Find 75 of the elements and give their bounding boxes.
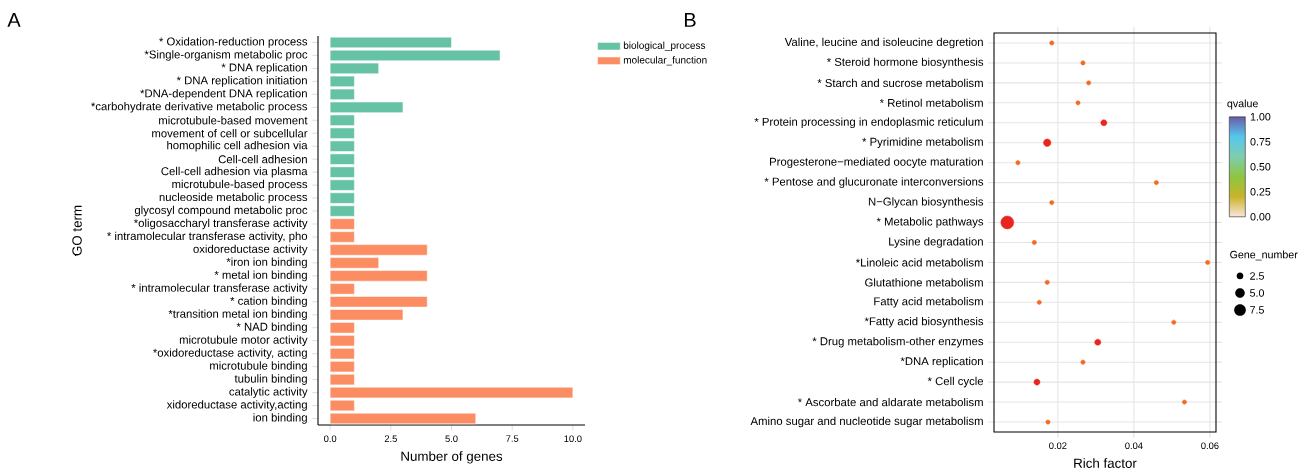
y-tick-label: *oligosaccharyl transferase activity: [133, 218, 308, 230]
y-tick-label: * NAD binding: [236, 322, 307, 334]
x-tick-label: 0.06: [1201, 442, 1219, 449]
text: B: [684, 13, 696, 27]
y-tick-label: nucleoside metabolic process: [159, 192, 308, 204]
y-tick-label: tubulin binding: [234, 374, 307, 385]
y-tick-label: Amino sugar and nucleotide sugar metabolism: [750, 416, 983, 428]
legend-title: Gene_number: [1230, 250, 1298, 261]
y-tick-label: * Ascorbate and aldarate metabolism: [797, 397, 983, 407]
y-tick-label: Progesterone−mediated oocyte maturation: [770, 157, 983, 168]
y-tick-label: * intramolecular transferase activity: [131, 283, 308, 295]
y-tick-label: *iron ion binding: [226, 257, 307, 269]
y-tick-label: Glutathione metabolism: [865, 278, 983, 287]
y-tick-label: oxidoreductase activity: [193, 244, 308, 256]
x-axis-title: Number of genes: [401, 451, 503, 464]
color-bar-label: 0.25: [1250, 188, 1271, 196]
y-tick-label: microtubule-based process: [172, 179, 308, 191]
y-tick-label: *Fatty acid biosynthesis: [864, 316, 984, 328]
y-tick-label: movement of cell or subcellular: [152, 129, 308, 138]
y-tick-label: Lysine degradation: [889, 237, 983, 248]
color-bar-label: 0.50: [1250, 163, 1271, 171]
y-tick-label: * Retinol metabolism: [879, 98, 983, 107]
x-tick-label: 0.02: [1049, 442, 1067, 449]
y-tick-label: microtubule-based movement: [159, 116, 308, 125]
y-tick-label: *Linoleic acid metabolism: [855, 258, 983, 267]
x-tick-label: 0.0: [324, 435, 337, 442]
y-tick-label: Valine, leucine and isoleucine degretion: [784, 37, 983, 49]
y-tick-label: * Oxidation-reduction process: [159, 37, 308, 48]
y-tick-label: * Pentose and glucuronate interconversions: [764, 177, 984, 188]
y-tick-label: homophilic cell adhesion via: [167, 140, 308, 152]
y-tick-label: *DNA-dependent DNA replication: [140, 89, 307, 100]
y-tick-label: *DNA replication: [900, 356, 983, 368]
x-tick-label: 10.0: [564, 435, 582, 442]
y-tick-label: *carbohydrate derivative metabolic process: [91, 102, 308, 113]
x-axis-title: Rich factor: [1074, 458, 1137, 468]
legend-label: 2.5: [1250, 272, 1264, 280]
legend-label: 5.0: [1250, 289, 1265, 297]
y-tick-label: * Steroid hormone biosynthesis: [826, 57, 984, 69]
x-tick-label: 0.04: [1125, 442, 1143, 449]
y-tick-label: ion binding: [253, 413, 307, 424]
y-tick-label: xidoreductase activity,acting: [166, 400, 307, 411]
y-tick-label: * Cell cycle: [927, 376, 984, 388]
y-tick-label: microtubule motor activity: [179, 335, 308, 346]
x-tick-label: 7.5: [506, 435, 519, 442]
y-axis-title: GO term: [72, 205, 82, 256]
color-bar-label: 0.75: [1250, 138, 1271, 146]
y-tick-label: Fatty acid metabolism: [874, 297, 983, 308]
y-tick-label: * intramolecular transferase activity, pho: [107, 231, 308, 243]
color-bar-title: qvalue: [1227, 99, 1258, 110]
color-bar-label: 0.00: [1250, 213, 1271, 221]
y-tick-label: * cation binding: [230, 296, 307, 308]
x-tick-label: 5.0: [445, 435, 458, 442]
y-tick-label: Cell-cell adhesion via plasma: [161, 166, 308, 178]
legend-label: molecular_function: [623, 56, 707, 66]
y-tick-label: *transition metal ion binding: [168, 309, 307, 321]
y-tick-label: * Drug metabolism-other enzymes: [812, 336, 984, 348]
y-tick-label: * Pyrimidine metabolism: [862, 137, 983, 148]
y-tick-label: microtubule binding: [210, 361, 307, 372]
color-bar-label: 1.00: [1250, 113, 1271, 121]
y-tick-label: catalytic activity: [229, 387, 308, 398]
text: A: [7, 13, 21, 27]
legend-label: 7.5: [1250, 306, 1264, 314]
y-tick-label: * DNA replication: [221, 63, 307, 74]
y-tick-label: * Starch and sucrose metabolism: [817, 78, 983, 88]
y-tick-label: Cell-cell adhesion: [218, 155, 307, 164]
y-tick-label: * DNA replication initiation: [176, 76, 307, 87]
y-tick-label: * metal ion binding: [214, 270, 307, 282]
y-tick-label: *Single-organism metabolic proc: [144, 50, 308, 61]
y-tick-label: * Metabolic pathways: [876, 217, 984, 228]
y-tick-label: *oxidoreductase activity, acting: [153, 348, 307, 359]
x-tick-label: 2.5: [384, 435, 397, 442]
y-tick-label: glycosyl compound metabolic proc: [134, 205, 308, 217]
y-tick-label: * Protein processing in endoplasmic reticulum: [754, 117, 983, 129]
legend-label: biological_process: [623, 41, 706, 51]
y-tick-label: N−Glycan biosynthesis: [868, 197, 984, 208]
